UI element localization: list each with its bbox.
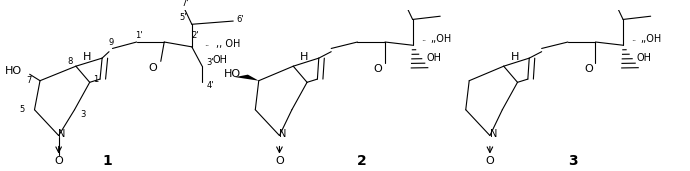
Text: 7: 7 — [26, 76, 32, 85]
Text: HO: HO — [224, 69, 241, 79]
Text: O: O — [148, 63, 157, 73]
Text: ,,OH: ,,OH — [430, 34, 451, 44]
Text: N: N — [490, 129, 497, 139]
Text: 1': 1' — [135, 31, 142, 40]
Text: O: O — [55, 156, 63, 166]
Text: OH: OH — [637, 53, 652, 63]
Text: OH: OH — [426, 53, 442, 63]
Text: 9: 9 — [108, 37, 114, 47]
Text: H: H — [300, 51, 308, 62]
Text: ..: .. — [421, 34, 426, 43]
Text: 4': 4' — [207, 81, 214, 90]
Text: 2': 2' — [192, 31, 199, 40]
Text: 6': 6' — [236, 15, 244, 24]
Text: ..: .. — [631, 34, 637, 43]
Text: N: N — [59, 129, 66, 139]
Text: HO: HO — [6, 66, 22, 76]
Text: ..: .. — [204, 39, 210, 48]
Text: O: O — [486, 156, 494, 166]
Text: ,, OH: ,, OH — [216, 39, 240, 49]
Text: 5': 5' — [180, 13, 187, 22]
Text: O: O — [374, 64, 382, 74]
Text: 8: 8 — [68, 57, 73, 66]
Text: H: H — [83, 51, 91, 62]
Text: 3: 3 — [568, 154, 578, 168]
Text: 3': 3' — [206, 58, 215, 68]
Text: H: H — [511, 51, 519, 62]
Polygon shape — [235, 75, 259, 81]
Text: 5: 5 — [19, 105, 25, 114]
Text: 1: 1 — [92, 75, 98, 84]
Text: 1: 1 — [102, 154, 112, 168]
Text: O: O — [275, 156, 284, 166]
Text: 2: 2 — [357, 154, 367, 168]
Text: ,,OH: ,,OH — [640, 34, 662, 44]
Text: OH: OH — [213, 55, 228, 65]
Text: 7': 7' — [181, 0, 189, 8]
Text: O: O — [584, 64, 593, 74]
Text: N: N — [279, 129, 286, 139]
Text: 3: 3 — [80, 110, 86, 119]
